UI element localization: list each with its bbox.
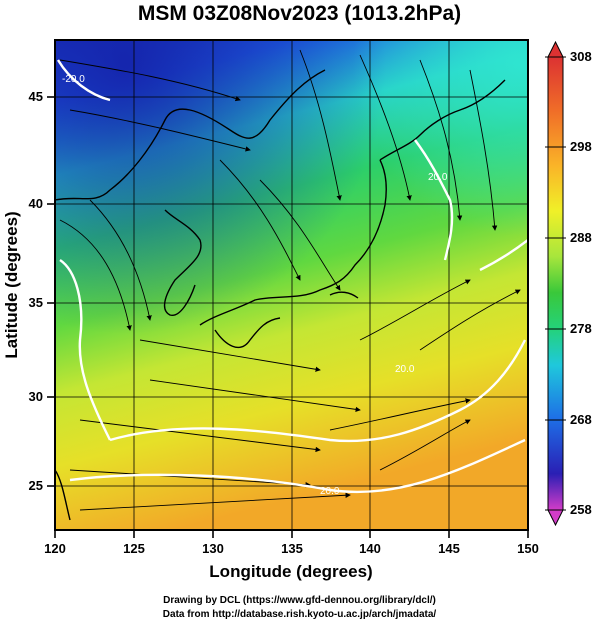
x-tick-label: 120 [44,541,66,556]
drawing-credit: Drawing by DCL (https://www.gfd-dennou.o… [163,595,436,606]
contour-label: 20.0 [428,172,448,183]
colorbar-tick-label: 308 [570,49,592,64]
isotherm-contours [56,59,528,494]
contour-label: -20.0 [62,74,85,85]
x-axis-label: Longitude (degrees) [209,562,372,581]
y-tick-label: 25 [29,478,43,493]
x-tick-label: 135 [281,541,303,556]
colorbar-min-arrow [547,509,564,527]
wind-streamlines [59,49,521,511]
colorbar: 308 298 288 278 268 258 [545,40,592,527]
tick-marks [47,96,529,538]
colorbar-tick-label: 288 [570,230,592,245]
colorbar-max-arrow [547,40,564,58]
x-tick-label: 130 [202,541,224,556]
x-tick-label: 145 [438,541,460,556]
colorbar-tick-label: 268 [570,412,592,427]
x-tick-label: 150 [517,541,539,556]
coastlines [55,69,506,521]
data-credit: Data from http://database.rish.kyoto-u.a… [162,609,437,620]
colorbar-tick-label: 298 [570,139,592,154]
y-tick-labels: 25 30 35 40 45 [29,89,43,493]
contour-label: 20.0 [395,364,415,375]
map-title: MSM 03Z08Nov2023 (1013.2hPa) [137,2,462,25]
y-axis-label: Latitude (degrees) [2,211,21,358]
x-tick-labels: 120 125 130 135 140 145 150 [44,541,539,556]
colorbar-scale [547,56,564,511]
lat-lon-grid [55,40,528,530]
colorbar-tick-label: 258 [570,502,592,517]
colorbar-tick-label: 278 [570,321,592,336]
y-tick-label: 45 [29,89,43,104]
contour-labels: -20.0 20.0 20.0 20.0 [62,74,448,497]
y-tick-label: 30 [29,389,43,404]
x-tick-label: 125 [123,541,145,556]
y-tick-label: 40 [29,196,43,211]
contour-label: 20.0 [320,486,340,497]
x-tick-label: 140 [359,541,381,556]
temperature-field [55,40,528,530]
y-tick-label: 35 [29,295,43,310]
